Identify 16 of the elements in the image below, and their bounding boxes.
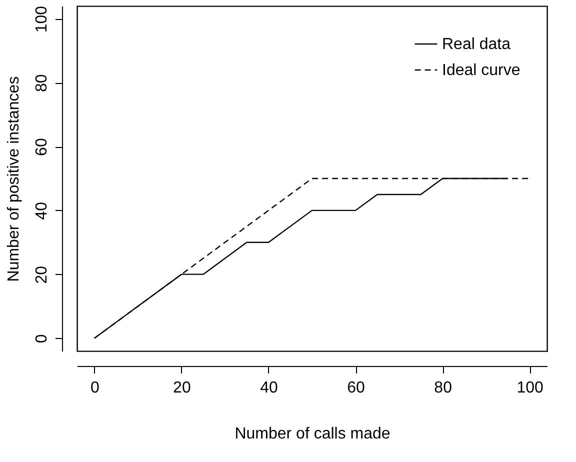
y-tick-label: 20 — [34, 266, 50, 284]
legend-label: Ideal curve — [442, 62, 520, 79]
x-axis-title: Number of calls made — [234, 426, 390, 442]
x-tick-label: 0 — [90, 380, 100, 396]
x-tick-label: 20 — [173, 380, 191, 396]
x-tick-label: 80 — [434, 380, 452, 396]
x-tick-label: 60 — [347, 380, 366, 396]
x-tick-label: 100 — [516, 380, 544, 396]
y-tick-label: 80 — [34, 74, 50, 92]
y-tick-label: 100 — [34, 6, 50, 33]
x-tick-label: 40 — [260, 380, 278, 396]
y-tick-label: 60 — [34, 138, 50, 156]
legend-label: Real data — [442, 36, 511, 53]
y-tick-label: 0 — [34, 334, 50, 344]
y-axis-title: Number of positive instances — [6, 76, 22, 282]
y-tick-label: 40 — [34, 202, 50, 220]
